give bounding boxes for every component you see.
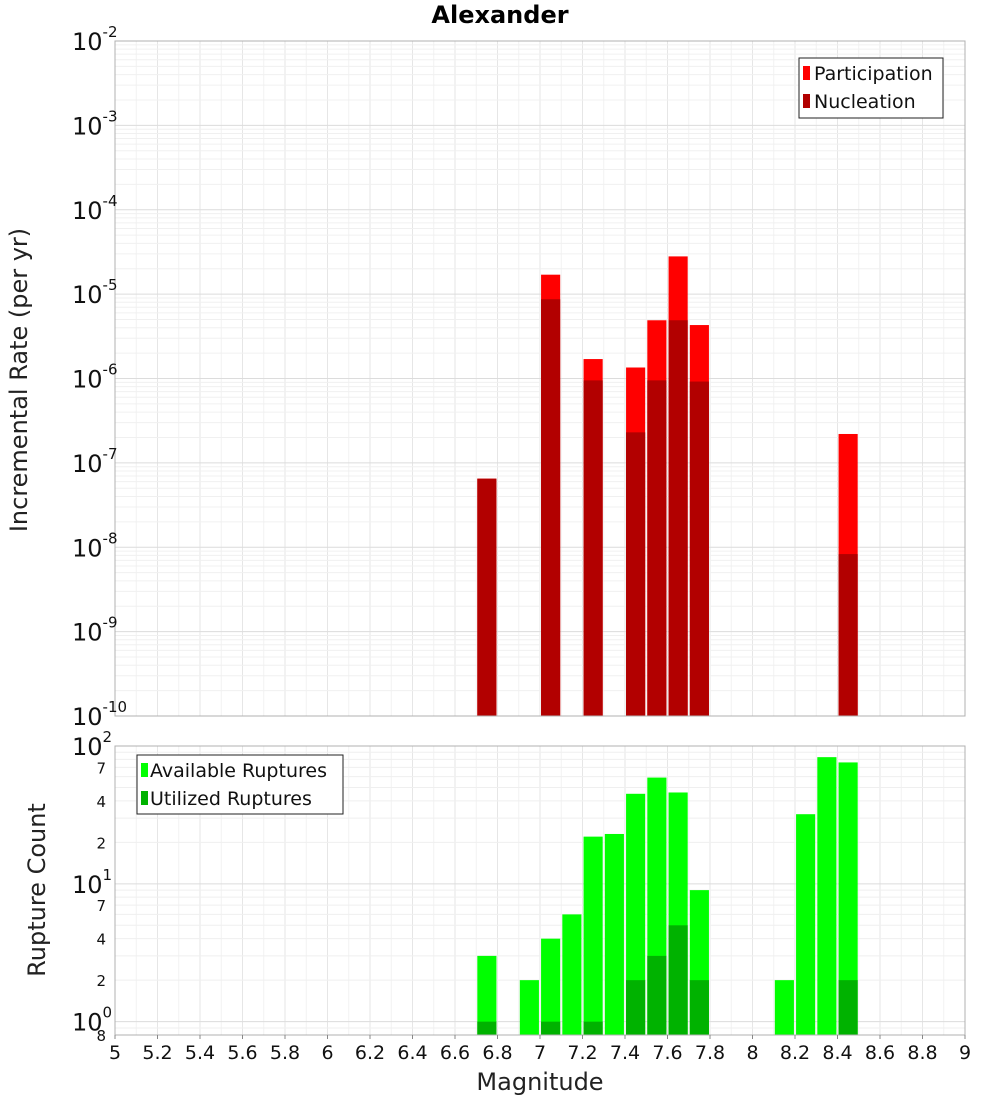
x-tick-label: 5.8: [270, 1042, 300, 1064]
x-tick-label: 5.6: [227, 1042, 257, 1064]
nucleation-legend-label: Nucleation: [814, 91, 916, 113]
x-tick-label: 5.4: [185, 1042, 215, 1064]
count-available-ruptures-bar: [774, 980, 794, 1035]
rate-nucleation-bar: [647, 380, 667, 716]
x-tick-label: 8.4: [822, 1042, 852, 1064]
x-tick-label: 6.4: [397, 1042, 427, 1064]
count-y-minor-tick-label: 2: [96, 972, 106, 990]
rate-legend-box: [798, 57, 944, 119]
count-available-ruptures-bar: [541, 938, 561, 1035]
count-legend: Available Ruptures Utilized Ruptures: [136, 754, 344, 815]
x-tick-label: 7.2: [567, 1042, 597, 1064]
x-tick-label: 6.6: [440, 1042, 470, 1064]
x-axis-ticks: 5 5.2 5.4 5.6 5.8 6 6.2 6.4 6.6 6.8 7 7.2 7.4 7.6 7.8 8…: [109, 1035, 971, 1064]
rate-legend: Participation Nucleation: [798, 57, 944, 119]
count-y-minor-tick-label: 7: [96, 897, 106, 915]
count-y-axis-label: Rupture Count: [23, 803, 51, 977]
rate-nucleation-bar: [838, 554, 858, 716]
count-y-major-tick-label: 100: [72, 1004, 112, 1037]
rate-bars: [477, 256, 858, 716]
rate-y-tick-label: 10-4: [72, 192, 118, 225]
x-tick-label: 8.6: [865, 1042, 895, 1064]
rate-nucleation-bar: [583, 380, 603, 716]
x-tick-label: 7.8: [695, 1042, 725, 1064]
x-tick-label: 6: [321, 1042, 333, 1064]
count-utilized-ruptures-bar: [583, 1021, 603, 1035]
rate-plot-frame: [114, 40, 966, 717]
x-tick-label: 5.2: [142, 1042, 172, 1064]
x-tick-label: 8.2: [780, 1042, 810, 1064]
count-y-minor-tick-label: 4: [96, 793, 106, 811]
count-available-ruptures-bar: [796, 814, 816, 1035]
rate-y-tick-label: 10-10: [72, 698, 127, 731]
count-bars: [477, 757, 858, 1035]
rate-nucleation-bar: [626, 432, 646, 716]
participation-legend-swatch: [803, 66, 810, 80]
count-y-minor-tick-label: 4: [96, 931, 106, 949]
rate-y-ticks: 10-2 10-3 10-4 10-5 10-6 10-7 10-8 10-9 10-10: [72, 23, 127, 731]
rate-y-tick-label: 10-7: [72, 445, 118, 478]
x-tick-label: 7.4: [610, 1042, 640, 1064]
count-available-ruptures-bar: [838, 762, 858, 1035]
count-utilized-ruptures-bar: [668, 925, 688, 1035]
available-legend-label: Available Ruptures: [150, 760, 327, 782]
x-tick-label: 7: [534, 1042, 546, 1064]
rate-nucleation-bar: [668, 320, 688, 716]
count-y-major-tick-label: 101: [72, 866, 112, 899]
rate-y-tick-label: 10-5: [72, 276, 118, 309]
rate-panel: 10-2 10-3 10-4 10-5 10-6 10-7 10-8 10-9 10-10 In…: [5, 23, 966, 731]
count-utilized-ruptures-bar: [477, 1021, 497, 1035]
rate-y-tick-label: 10-8: [72, 529, 118, 562]
rate-y-tick-label: 10-6: [72, 361, 118, 394]
x-tick-label: 6.2: [355, 1042, 385, 1064]
nucleation-legend-swatch: [803, 94, 810, 108]
utilized-legend-label: Utilized Ruptures: [150, 788, 312, 810]
rate-y-axis-label: Incremental Rate (per yr): [5, 228, 33, 532]
rate-nucleation-bar: [477, 478, 497, 716]
x-tick-label: 9: [959, 1042, 971, 1064]
rate-nucleation-bar: [689, 381, 709, 716]
count-utilized-ruptures-bar: [689, 980, 709, 1035]
rate-nucleation-bar: [541, 299, 561, 716]
count-y-major-tick-label: 102: [72, 728, 112, 761]
count-available-ruptures-bar: [583, 836, 603, 1035]
count-available-ruptures-bar: [604, 833, 624, 1035]
x-tick-label: 8.8: [907, 1042, 937, 1064]
count-utilized-ruptures-bar: [626, 980, 646, 1035]
x-tick-label: 8: [746, 1042, 758, 1064]
chart-title: Alexander: [431, 1, 568, 29]
count-available-ruptures-bar: [817, 757, 837, 1035]
rate-y-tick-label: 10-9: [72, 614, 118, 647]
x-axis-label: Magnitude: [476, 1068, 603, 1096]
count-panel: 102 101 100 7 4 2 7 4 2 8 Rupture Count Available…: [23, 728, 966, 1045]
count-legend-box: [136, 754, 344, 815]
rate-y-tick-label: 10-2: [72, 23, 118, 56]
count-utilized-ruptures-bar: [541, 1021, 561, 1035]
count-available-ruptures-bar: [519, 980, 539, 1035]
count-y-minor-tick-label: 7: [96, 759, 106, 777]
count-available-ruptures-bar: [626, 793, 646, 1035]
count-available-ruptures-bar: [562, 914, 582, 1035]
participation-legend-label: Participation: [814, 63, 933, 85]
utilized-legend-swatch: [141, 791, 148, 805]
count-y-minor-tick-label: 2: [96, 834, 106, 852]
count-utilized-ruptures-bar: [647, 955, 667, 1035]
x-tick-label: 5: [109, 1042, 121, 1064]
count-utilized-ruptures-bar: [838, 980, 858, 1035]
available-legend-swatch: [141, 763, 148, 777]
x-tick-label: 6.8: [482, 1042, 512, 1064]
count-available-ruptures-bar: [477, 955, 497, 1035]
count-y-ticks: 102 101 100 7 4 2 7 4 2 8: [72, 728, 112, 1045]
rate-y-tick-label: 10-3: [72, 107, 118, 140]
rate-grid: [114, 40, 966, 717]
count-y-minor-tick-label: 8: [96, 1027, 106, 1045]
x-tick-label: 7.6: [652, 1042, 682, 1064]
